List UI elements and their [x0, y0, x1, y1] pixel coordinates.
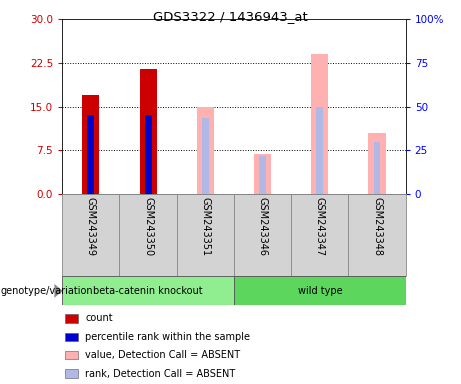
Text: GSM243351: GSM243351 — [201, 197, 210, 257]
Bar — [82, 95, 100, 194]
Text: count: count — [85, 313, 113, 323]
Bar — [140, 69, 157, 194]
Text: value, Detection Call = ABSENT: value, Detection Call = ABSENT — [85, 350, 240, 360]
Bar — [62, 276, 234, 305]
Bar — [368, 133, 386, 194]
Text: genotype/variation: genotype/variation — [1, 286, 94, 296]
Text: wild type: wild type — [297, 286, 342, 296]
Bar — [234, 276, 406, 305]
Bar — [88, 115, 95, 194]
Bar — [197, 107, 214, 194]
Bar — [259, 156, 266, 194]
Bar — [234, 194, 291, 276]
Bar — [349, 194, 406, 276]
Text: rank, Detection Call = ABSENT: rank, Detection Call = ABSENT — [85, 369, 236, 379]
Text: GSM243346: GSM243346 — [258, 197, 267, 256]
Text: GSM243347: GSM243347 — [315, 197, 325, 257]
Bar — [316, 107, 323, 194]
Text: percentile rank within the sample: percentile rank within the sample — [85, 332, 250, 342]
Bar — [62, 194, 119, 276]
Bar — [145, 115, 152, 194]
Bar — [373, 142, 380, 194]
Text: GDS3322 / 1436943_at: GDS3322 / 1436943_at — [153, 10, 308, 23]
Polygon shape — [54, 284, 63, 298]
Bar — [202, 118, 209, 194]
Bar — [119, 194, 177, 276]
Text: GSM243349: GSM243349 — [86, 197, 96, 256]
Bar — [311, 54, 328, 194]
Text: GSM243350: GSM243350 — [143, 197, 153, 257]
Bar — [254, 154, 271, 194]
Bar — [177, 194, 234, 276]
Text: beta-catenin knockout: beta-catenin knockout — [93, 286, 203, 296]
Bar — [291, 194, 349, 276]
Text: GSM243348: GSM243348 — [372, 197, 382, 256]
